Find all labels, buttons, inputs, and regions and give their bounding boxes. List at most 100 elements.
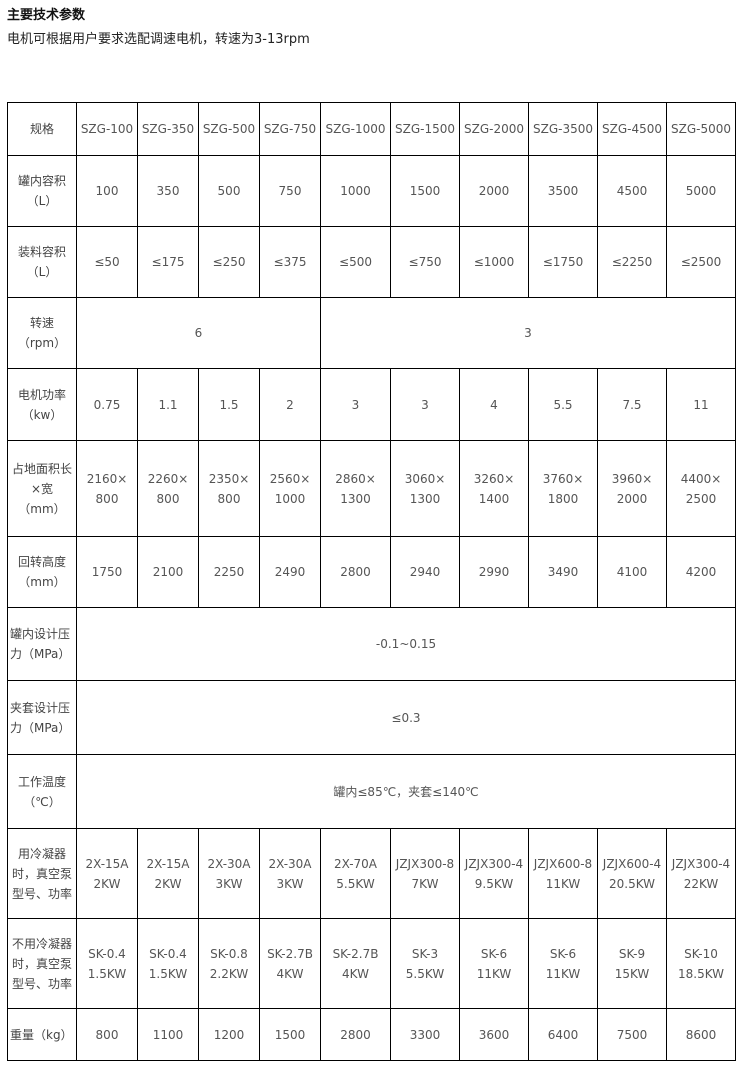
row-label: 罐内容积 （L） (7, 155, 77, 227)
row-label: 不用冷凝器 时，真空泵 型号、功率 (7, 918, 77, 1009)
table-cell: 1500 (259, 1008, 321, 1061)
table-cell: 2860× 1300 (320, 440, 391, 537)
table-cell: 1200 (198, 1008, 260, 1061)
table-cell: 2X-30A 3KW (198, 828, 260, 919)
table-row: 装料容积 （L） ≤50 ≤175 ≤250 ≤375 ≤500 ≤750 ≤1000 ≤175… (7, 226, 736, 298)
table-cell: 3500 (528, 155, 598, 227)
table-cell: SZG-2000 (459, 102, 529, 156)
table-cell: 3960× 2000 (597, 440, 667, 537)
table-cell: 2490 (259, 536, 321, 608)
table-cell: 2100 (137, 536, 199, 608)
table-cell: 4200 (666, 536, 736, 608)
table-cell: ≤0.3 (76, 680, 736, 755)
table-cell: 2800 (320, 1008, 391, 1061)
table-cell: 4400× 2500 (666, 440, 736, 537)
table-cell: 3300 (390, 1008, 460, 1061)
table-cell: 750 (259, 155, 321, 227)
row-label: 重量（kg） (7, 1008, 77, 1061)
row-label: 工作温度 （℃） (7, 754, 77, 829)
table-cell: SZG-500 (198, 102, 260, 156)
table-cell: 800 (76, 1008, 138, 1061)
table-cell: 3060× 1300 (390, 440, 460, 537)
table-cell: SZG-4500 (597, 102, 667, 156)
table-cell: 2000 (459, 155, 529, 227)
table-row: 占地面积长 ×宽 （mm） 2160× 800 2260× 800 2350× 800… (7, 440, 736, 537)
table-cell: JZJX300-4 22KW (666, 828, 736, 919)
table-cell: 2 (259, 368, 321, 441)
row-label: 占地面积长 ×宽 （mm） (7, 440, 77, 537)
table-cell: 1100 (137, 1008, 199, 1061)
table-cell: 1500 (390, 155, 460, 227)
table-cell: -0.1~0.15 (76, 607, 736, 681)
row-label: 夹套设计压 力（MPa） (7, 680, 77, 755)
table-cell: 1750 (76, 536, 138, 608)
table-cell: 6400 (528, 1008, 598, 1061)
table-cell: 2560× 1000 (259, 440, 321, 537)
table-cell: 2X-30A 3KW (259, 828, 321, 919)
table-cell: 350 (137, 155, 199, 227)
table-cell: ≤50 (76, 226, 138, 298)
table-row: 不用冷凝器 时，真空泵 型号、功率 SK-0.4 1.5KW SK-0.4 1.5K… (7, 918, 736, 1009)
table-cell: ≤2500 (666, 226, 736, 298)
table-cell: 7.5 (597, 368, 667, 441)
table-cell: 2350× 800 (198, 440, 260, 537)
table-cell: ≤1750 (528, 226, 598, 298)
table-cell: SK-10 18.5KW (666, 918, 736, 1009)
table-cell: SZG-1000 (320, 102, 391, 156)
table-cell: 罐内≤85℃，夹套≤140℃ (76, 754, 736, 829)
table-cell: 3 (320, 297, 736, 369)
motor-note: 电机可根据用户要求选配调速电机，转速为3-13rpm (7, 32, 310, 47)
table-cell: JZJX600-4 20.5KW (597, 828, 667, 919)
table-cell: 11 (666, 368, 736, 441)
table-cell: 2X-15A 2KW (76, 828, 138, 919)
section-heading: 主要技术参数 (7, 8, 86, 23)
table-cell: 100 (76, 155, 138, 227)
table-cell: SZG-5000 (666, 102, 736, 156)
row-label: 规格 (7, 102, 77, 156)
table-cell: 5000 (666, 155, 736, 227)
spec-table: 规格 SZG-100 SZG-350 SZG-500 SZG-750 SZG-1000 SZ… (7, 102, 736, 1061)
table-cell: 3760× 1800 (528, 440, 598, 537)
table-cell: SK-6 11KW (528, 918, 598, 1009)
table-cell: 2800 (320, 536, 391, 608)
table-row: 罐内容积 （L） 100 350 500 750 1000 1500 2000 3500 4500… (7, 155, 736, 227)
table-row: 回转高度 （mm） 1750 2100 2250 2490 2800 2940 2990 349… (7, 536, 736, 608)
table-row: 用冷凝器 时，真空泵 型号、功率 2X-15A 2KW 2X-15A 2KW 2X-3… (7, 828, 736, 919)
table-cell: ≤1000 (459, 226, 529, 298)
table-cell: 6 (76, 297, 321, 369)
row-label: 转速 （rpm） (7, 297, 77, 369)
table-cell: ≤250 (198, 226, 260, 298)
table-cell: 0.75 (76, 368, 138, 441)
table-cell: ≤750 (390, 226, 460, 298)
table-cell: SZG-100 (76, 102, 138, 156)
table-cell: SZG-350 (137, 102, 199, 156)
table-cell: SK-2.7B 4KW (259, 918, 321, 1009)
table-cell: SZG-1500 (390, 102, 460, 156)
table-row: 电机功率 （kw） 0.75 1.1 1.5 2 3 3 4 5.5 7.5 11 (7, 368, 736, 441)
table-cell: SK-0.4 1.5KW (76, 918, 138, 1009)
table-cell: JZJX300-4 9.5KW (459, 828, 529, 919)
table-cell: SK-0.4 1.5KW (137, 918, 199, 1009)
table-cell: 4500 (597, 155, 667, 227)
row-label: 罐内设计压 力（MPa） (7, 607, 77, 681)
table-cell: 2260× 800 (137, 440, 199, 537)
table-cell: 1.5 (198, 368, 260, 441)
table-cell: ≤500 (320, 226, 391, 298)
table-row: 工作温度 （℃） 罐内≤85℃，夹套≤140℃ (7, 754, 736, 829)
table-cell: 2940 (390, 536, 460, 608)
row-label: 用冷凝器 时，真空泵 型号、功率 (7, 828, 77, 919)
table-row: 规格 SZG-100 SZG-350 SZG-500 SZG-750 SZG-1000 SZ… (7, 102, 736, 156)
table-cell: 2X-70A 5.5KW (320, 828, 391, 919)
table-cell: 3490 (528, 536, 598, 608)
row-label: 电机功率 （kw） (7, 368, 77, 441)
table-cell: SK-3 5.5KW (390, 918, 460, 1009)
table-row: 重量（kg） 800 1100 1200 1500 2800 3300 3600 6400 750… (7, 1008, 736, 1061)
table-cell: 5.5 (528, 368, 598, 441)
table-cell: 4 (459, 368, 529, 441)
table-cell: ≤2250 (597, 226, 667, 298)
table-cell: SK-6 11KW (459, 918, 529, 1009)
table-cell: 4100 (597, 536, 667, 608)
table-cell: 1000 (320, 155, 391, 227)
table-cell: 3 (390, 368, 460, 441)
table-cell: 500 (198, 155, 260, 227)
